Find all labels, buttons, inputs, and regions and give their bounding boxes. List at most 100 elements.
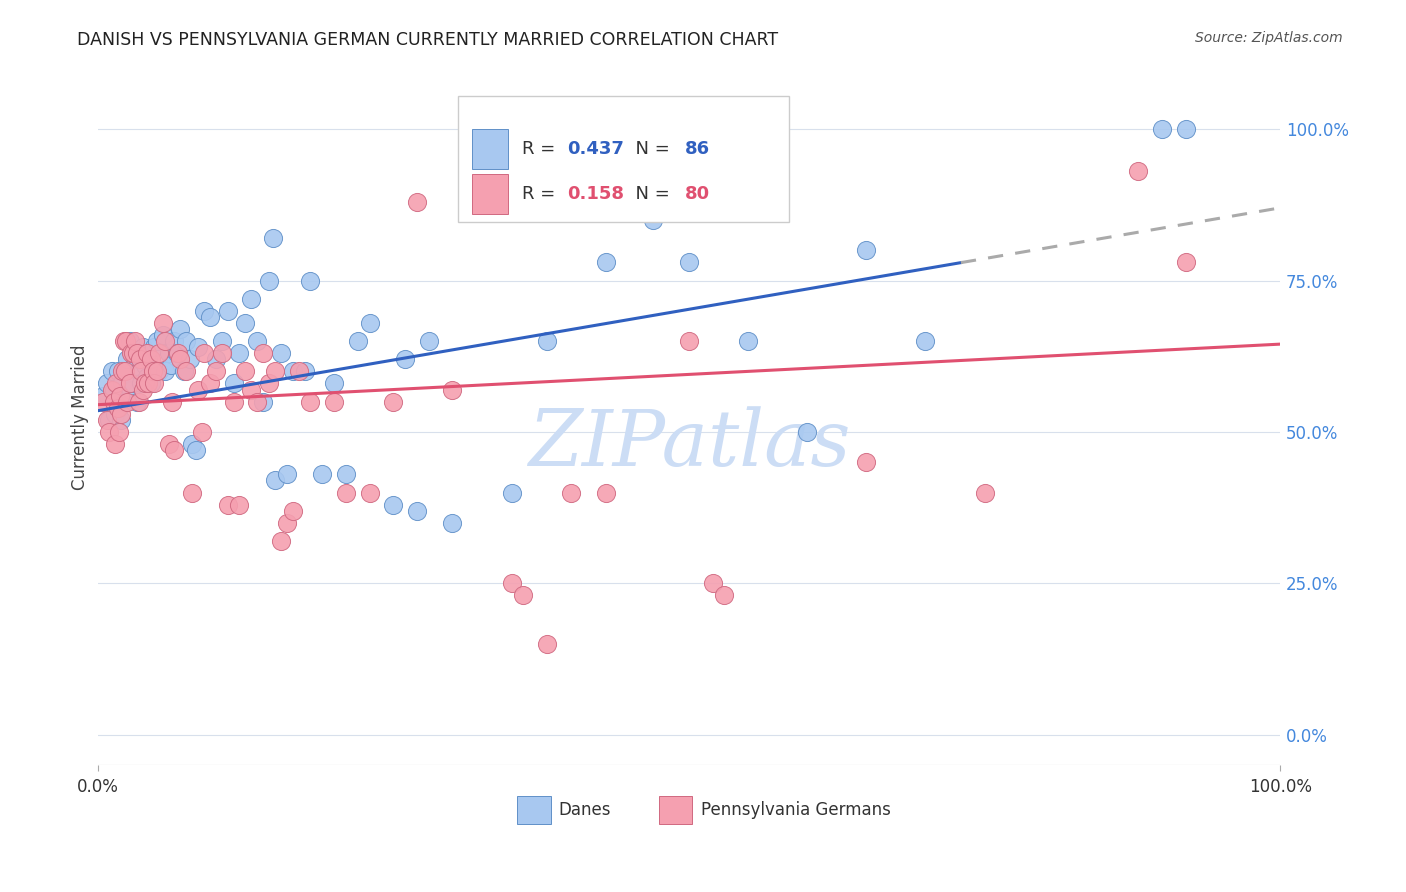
Point bbox=[114, 394, 136, 409]
Point bbox=[143, 340, 166, 354]
Point bbox=[124, 334, 146, 348]
Point bbox=[152, 328, 174, 343]
Point bbox=[169, 322, 191, 336]
Point bbox=[108, 389, 131, 403]
Point bbox=[114, 364, 136, 378]
Point bbox=[103, 394, 125, 409]
Point bbox=[737, 334, 759, 348]
Point bbox=[110, 407, 132, 421]
Point bbox=[252, 394, 274, 409]
Point bbox=[187, 340, 209, 354]
Point bbox=[1150, 122, 1173, 136]
Y-axis label: Currently Married: Currently Married bbox=[72, 344, 89, 490]
Point bbox=[105, 376, 128, 391]
Point bbox=[122, 376, 145, 391]
Point bbox=[335, 467, 357, 482]
Text: Danes: Danes bbox=[558, 801, 612, 820]
Point bbox=[235, 316, 257, 330]
Point bbox=[198, 310, 221, 324]
Point bbox=[120, 383, 142, 397]
Point bbox=[122, 346, 145, 360]
Point bbox=[125, 346, 148, 360]
Point bbox=[145, 364, 167, 378]
Point bbox=[173, 364, 195, 378]
Point bbox=[125, 394, 148, 409]
Point bbox=[157, 346, 180, 360]
Point bbox=[129, 352, 152, 367]
Point bbox=[104, 437, 127, 451]
Point bbox=[678, 255, 700, 269]
Point bbox=[222, 376, 245, 391]
Point bbox=[240, 383, 263, 397]
Point bbox=[153, 364, 176, 378]
Point bbox=[107, 364, 129, 378]
Point bbox=[382, 498, 405, 512]
Point bbox=[138, 352, 160, 367]
Point bbox=[118, 376, 141, 391]
Point bbox=[264, 364, 287, 378]
Bar bbox=[472, 174, 508, 214]
Point bbox=[152, 316, 174, 330]
Point bbox=[240, 292, 263, 306]
Point bbox=[1174, 255, 1197, 269]
Point bbox=[257, 376, 280, 391]
Point bbox=[115, 394, 138, 409]
Point bbox=[157, 437, 180, 451]
Point bbox=[100, 364, 122, 378]
Point bbox=[145, 334, 167, 348]
Point bbox=[190, 425, 212, 439]
Point bbox=[235, 364, 257, 378]
Point bbox=[205, 364, 228, 378]
Point bbox=[222, 394, 245, 409]
Point bbox=[184, 443, 207, 458]
Point bbox=[129, 346, 152, 360]
Text: 80: 80 bbox=[685, 186, 710, 203]
Point bbox=[142, 364, 165, 378]
Point bbox=[142, 364, 165, 378]
Point bbox=[174, 334, 197, 348]
Point bbox=[359, 316, 381, 330]
FancyBboxPatch shape bbox=[458, 96, 789, 222]
Point bbox=[418, 334, 440, 348]
Point bbox=[108, 389, 131, 403]
Point bbox=[262, 231, 284, 245]
Point bbox=[108, 401, 131, 415]
Point bbox=[96, 413, 118, 427]
Point bbox=[136, 370, 159, 384]
Point bbox=[148, 364, 170, 378]
Point bbox=[1128, 164, 1150, 178]
Point bbox=[111, 364, 134, 378]
Point bbox=[441, 383, 464, 397]
Point bbox=[131, 383, 153, 397]
Point bbox=[120, 346, 142, 360]
Point bbox=[131, 340, 153, 354]
Point bbox=[228, 346, 250, 360]
Point bbox=[294, 364, 316, 378]
Point bbox=[1174, 122, 1197, 136]
Point bbox=[702, 576, 724, 591]
Point bbox=[128, 394, 150, 409]
Point bbox=[281, 364, 304, 378]
Point bbox=[143, 376, 166, 391]
Point bbox=[104, 407, 127, 421]
Point bbox=[211, 334, 233, 348]
Point bbox=[107, 401, 129, 415]
Point bbox=[115, 334, 138, 348]
Point bbox=[211, 346, 233, 360]
Point bbox=[536, 334, 558, 348]
Point bbox=[299, 394, 322, 409]
Point bbox=[595, 255, 617, 269]
Point bbox=[98, 425, 121, 439]
Point bbox=[128, 364, 150, 378]
Bar bbox=[472, 128, 508, 169]
Point bbox=[93, 389, 115, 403]
Point bbox=[108, 425, 131, 439]
Point bbox=[112, 364, 135, 378]
Point bbox=[205, 352, 228, 367]
Point bbox=[160, 359, 183, 373]
Point bbox=[323, 394, 346, 409]
Text: N =: N = bbox=[624, 140, 675, 158]
Text: R =: R = bbox=[522, 140, 561, 158]
Point bbox=[163, 334, 186, 348]
Text: N =: N = bbox=[624, 186, 675, 203]
